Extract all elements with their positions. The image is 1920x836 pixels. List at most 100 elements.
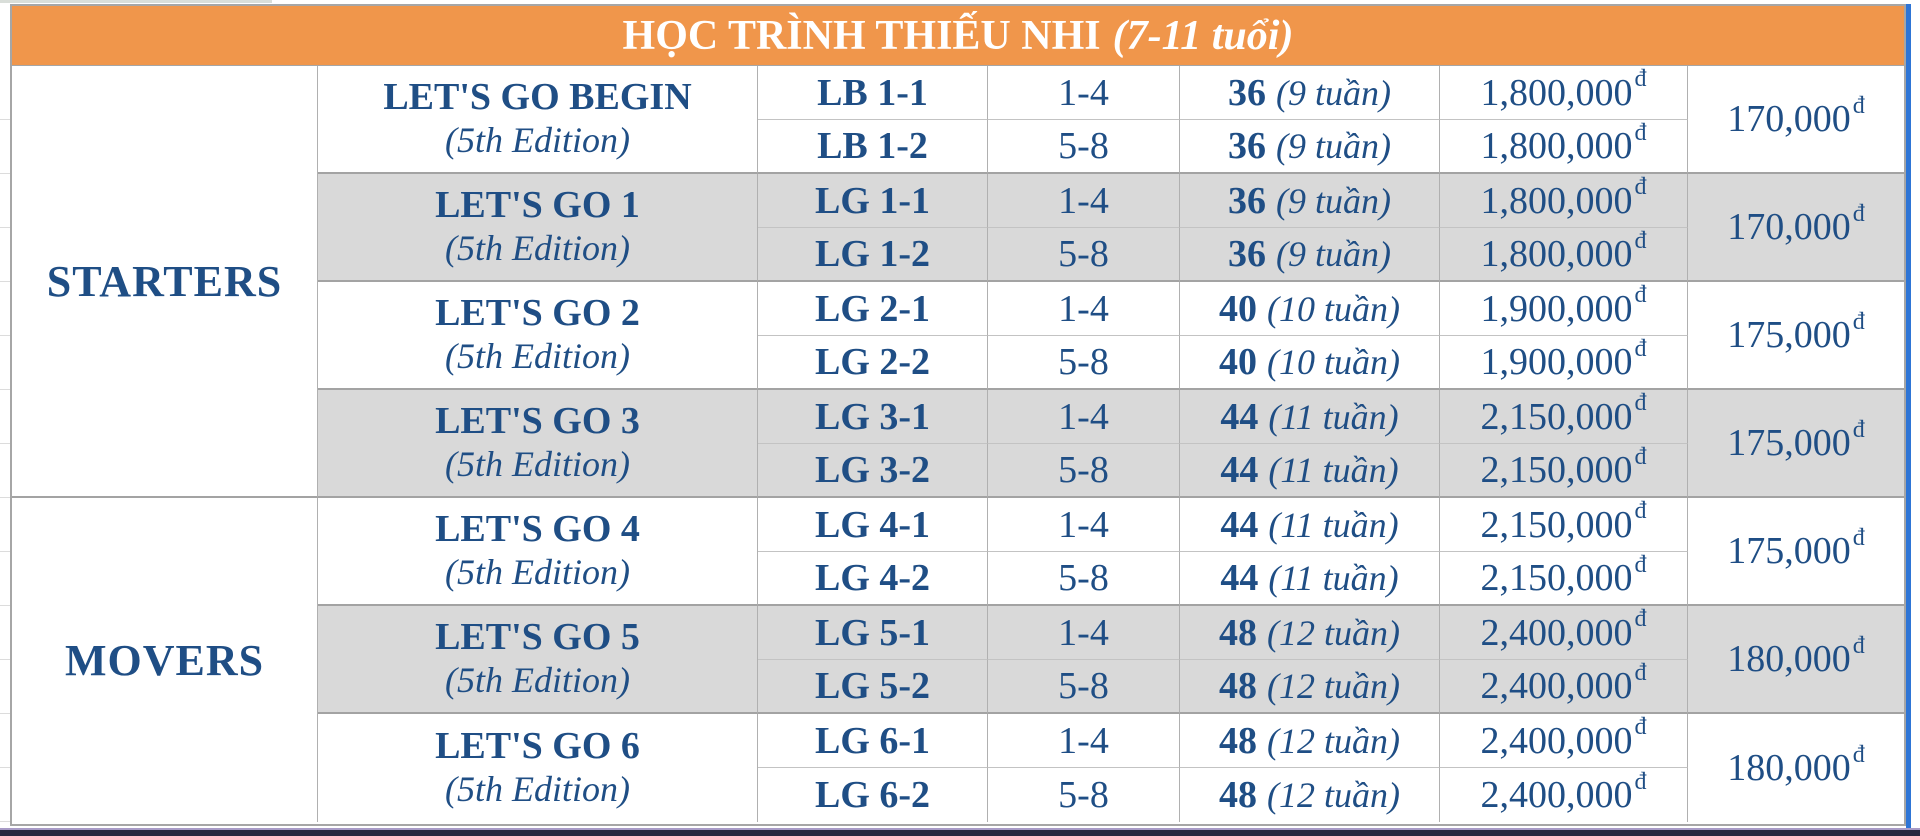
sessions-weeks: (11 tuần): [1268, 504, 1399, 545]
units-cell: 1-4: [988, 174, 1180, 228]
course-name: LET'S GO 6: [435, 725, 640, 768]
course-code-cell: LB 1-1: [758, 66, 988, 120]
dong-superscript: đ: [1634, 228, 1647, 254]
level-cell-starters: STARTERS: [12, 66, 318, 498]
price-per-session-value: 170,000: [1727, 98, 1851, 140]
course-cell: LET'S GO 4 (5th Edition): [318, 498, 758, 606]
course-code-cell: LG 5-2: [758, 660, 988, 714]
dong-superscript: đ: [1634, 552, 1647, 578]
price-cell: 2,150,000 đ: [1440, 552, 1688, 606]
price-cell: 2,150,000 đ: [1440, 444, 1688, 498]
price-value: 1,800,000: [1480, 71, 1633, 114]
course-cell: LET'S GO 1 (5th Edition): [318, 174, 758, 282]
price-value: 2,150,000: [1480, 449, 1633, 491]
price-cell: 2,150,000 đ: [1440, 390, 1688, 444]
price-per-session-cell: 180,000 đ: [1688, 606, 1904, 714]
sessions-count: 36: [1228, 71, 1266, 114]
dong-superscript: đ: [1634, 444, 1647, 470]
price-value: 2,400,000: [1480, 719, 1633, 762]
price-cell: 1,800,000 đ: [1440, 174, 1688, 228]
course-code-cell: LG 4-2: [758, 552, 988, 606]
units-cell: 1-4: [988, 66, 1180, 120]
dong-superscript: đ: [1852, 416, 1865, 443]
sessions-count: 48: [1219, 611, 1257, 654]
sessions-cell: 36 (9 tuần): [1180, 66, 1440, 120]
course-cell: LET'S GO BEGIN (5th Edition): [318, 66, 758, 174]
sessions-cell: 48 (12 tuần): [1180, 606, 1440, 660]
sessions-weeks: (10 tuần): [1267, 288, 1400, 329]
price-per-session-cell: 175,000 đ: [1688, 282, 1904, 390]
course-cell: LET'S GO 3 (5th Edition): [318, 390, 758, 498]
sessions-count: 36: [1228, 233, 1266, 275]
course-cell: LET'S GO 5 (5th Edition): [318, 606, 758, 714]
dong-superscript: đ: [1852, 524, 1865, 551]
price-value: 2,150,000: [1480, 557, 1633, 599]
price-value: 1,900,000: [1480, 341, 1633, 383]
sessions-cell: 40 (10 tuần): [1180, 282, 1440, 336]
course-cell: LET'S GO 6 (5th Edition): [318, 714, 758, 822]
dong-superscript: đ: [1634, 714, 1647, 740]
sessions-weeks: (9 tuần): [1276, 180, 1391, 221]
course-code-cell: LG 3-1: [758, 390, 988, 444]
price-value: 2,400,000: [1480, 611, 1633, 654]
price-value: 2,400,000: [1480, 665, 1633, 707]
units-cell: 5-8: [988, 768, 1180, 822]
course-code-cell: LG 6-1: [758, 714, 988, 768]
price-cell: 2,150,000 đ: [1440, 498, 1688, 552]
course-code-cell: LB 1-2: [758, 120, 988, 174]
sessions-count: 36: [1228, 125, 1266, 167]
course-code-cell: LG 4-1: [758, 498, 988, 552]
table-title-age-range: (7-11 tuổi): [1112, 12, 1294, 59]
dong-superscript: đ: [1634, 174, 1647, 200]
sessions-cell: 44 (11 tuần): [1180, 552, 1440, 606]
price-value: 2,400,000: [1480, 774, 1633, 816]
sessions-cell: 48 (12 tuần): [1180, 768, 1440, 822]
sessions-weeks: (11 tuần): [1268, 450, 1399, 490]
course-code-cell: LG 2-2: [758, 336, 988, 390]
course-code-cell: LG 6-2: [758, 768, 988, 822]
dong-superscript: đ: [1852, 92, 1865, 119]
sessions-weeks: (9 tuần): [1276, 234, 1391, 274]
price-value: 2,150,000: [1480, 503, 1633, 546]
bottom-edge-bar: [0, 828, 1920, 836]
dong-superscript: đ: [1634, 660, 1647, 686]
sessions-cell: 44 (11 tuần): [1180, 390, 1440, 444]
price-cell: 1,800,000 đ: [1440, 228, 1688, 282]
units-cell: 1-4: [988, 606, 1180, 660]
units-cell: 1-4: [988, 390, 1180, 444]
units-cell: 1-4: [988, 282, 1180, 336]
sessions-cell: 44 (11 tuần): [1180, 444, 1440, 498]
course-code-cell: LG 3-2: [758, 444, 988, 498]
sessions-count: 44: [1220, 449, 1259, 491]
price-per-session-value: 180,000: [1727, 747, 1851, 789]
price-per-session-value: 175,000: [1727, 530, 1851, 572]
price-per-session-value: 175,000: [1727, 422, 1851, 464]
course-name: LET'S GO 2: [435, 292, 640, 335]
dong-superscript: đ: [1634, 120, 1647, 146]
table-title-bar: HỌC TRÌNH THIẾU NHI (7-11 tuổi): [12, 6, 1904, 66]
sessions-count: 48: [1219, 719, 1257, 762]
sessions-count: 44: [1220, 503, 1259, 546]
sessions-count: 36: [1228, 179, 1266, 222]
course-edition: (5th Edition): [445, 120, 630, 161]
dong-superscript: đ: [1634, 498, 1647, 524]
sessions-weeks: (9 tuần): [1276, 72, 1391, 113]
price-per-session-cell: 175,000 đ: [1688, 498, 1904, 606]
sessions-cell: 36 (9 tuần): [1180, 228, 1440, 282]
sessions-weeks: (10 tuần): [1267, 342, 1400, 382]
pricing-table: HỌC TRÌNH THIẾU NHI (7-11 tuổi) STARTERS…: [10, 4, 1906, 826]
course-name: LET'S GO 5: [435, 616, 640, 659]
course-edition: (5th Edition): [445, 769, 630, 810]
sessions-cell: 44 (11 tuần): [1180, 498, 1440, 552]
price-cell: 2,400,000 đ: [1440, 714, 1688, 768]
course-edition: (5th Edition): [445, 228, 630, 269]
dong-superscript: đ: [1634, 390, 1647, 416]
units-cell: 1-4: [988, 498, 1180, 552]
sessions-weeks: (9 tuần): [1276, 126, 1391, 166]
price-per-session-cell: 175,000 đ: [1688, 390, 1904, 498]
sessions-cell: 36 (9 tuần): [1180, 174, 1440, 228]
price-cell: 2,400,000 đ: [1440, 606, 1688, 660]
course-name: LET'S GO 4: [435, 508, 640, 551]
dong-superscript: đ: [1852, 632, 1865, 659]
course-edition: (5th Edition): [445, 552, 630, 593]
